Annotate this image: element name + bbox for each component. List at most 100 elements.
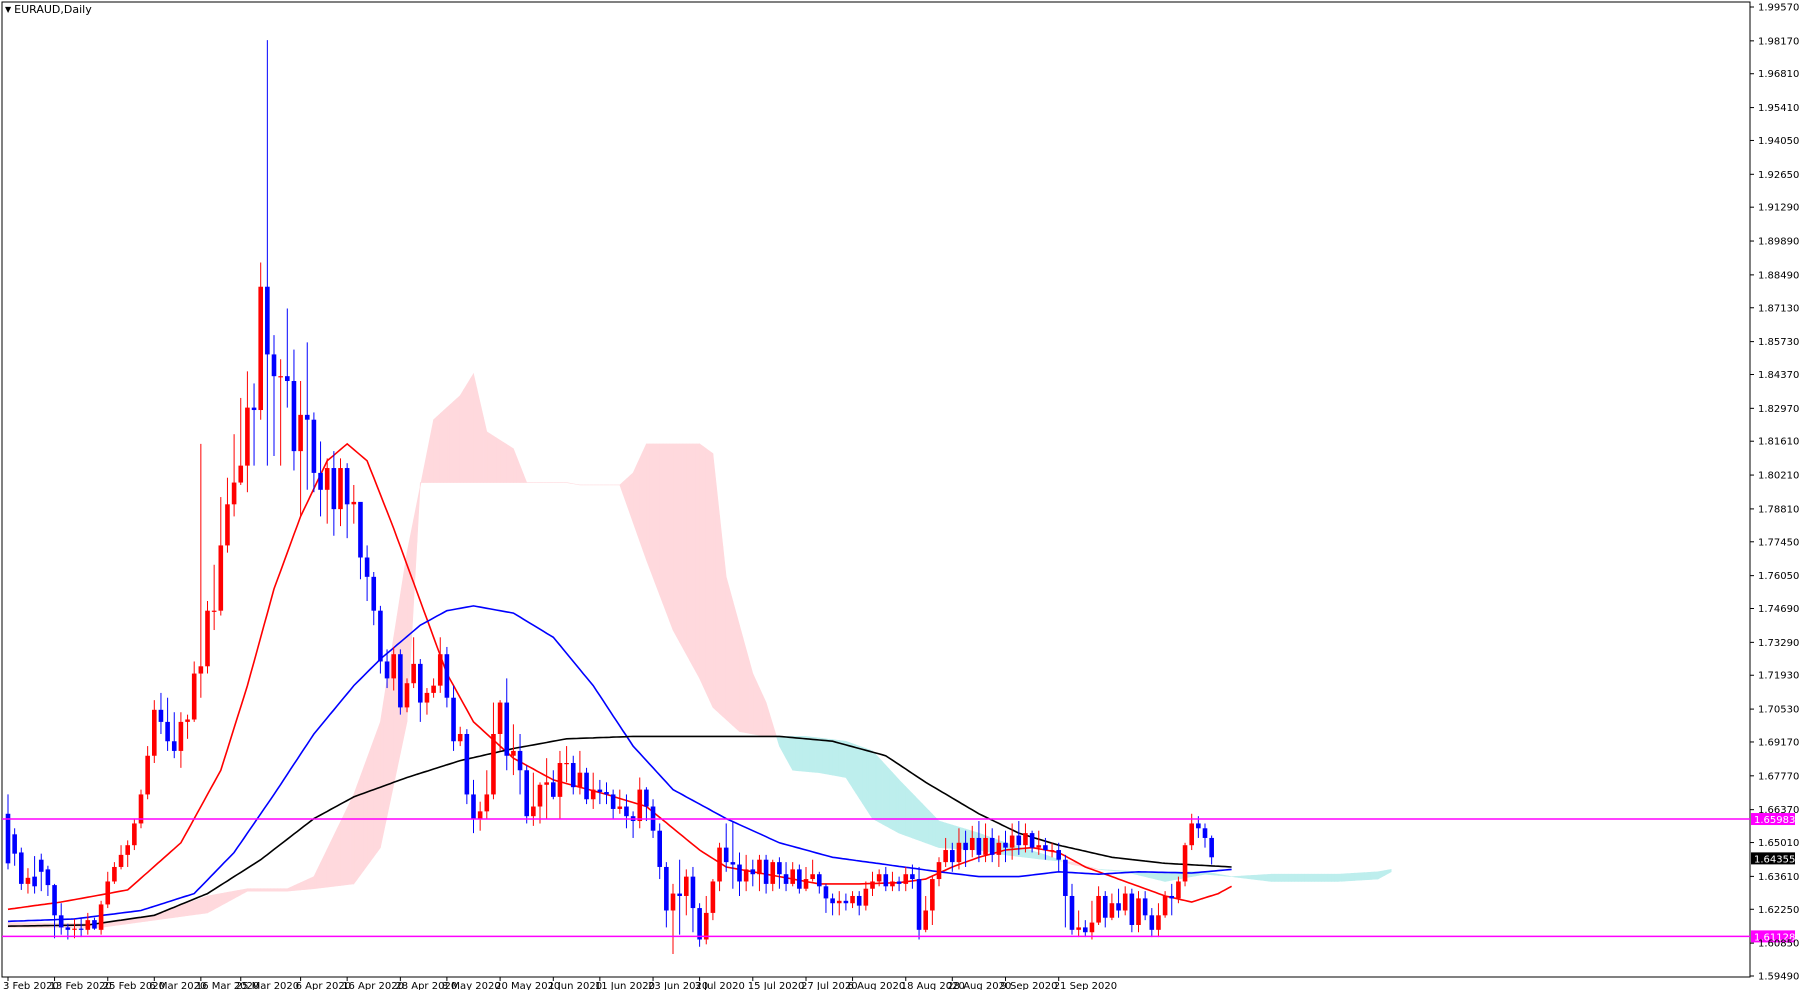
chart-title[interactable]: ▼ EURAUD,Daily (5, 3, 92, 16)
cloud-segment (1272, 874, 1275, 881)
cloud-segment (853, 744, 856, 793)
cloud-segment (301, 881, 304, 890)
candle-body (664, 867, 669, 911)
cloud-segment (646, 444, 649, 569)
cloud-segment (912, 794, 915, 840)
cloud-segment (673, 444, 676, 636)
time-tick-label: 3 Jul 2020 (695, 981, 745, 990)
candle-body (1116, 903, 1121, 910)
cloud-segment (444, 408, 447, 483)
price-tick-label: 1.70530 (1758, 705, 1799, 716)
cloud-segment (168, 909, 171, 918)
cloud-segment (394, 616, 397, 785)
cloud-segment (793, 736, 796, 770)
candle-body (1050, 850, 1055, 851)
cloud-segment (1308, 874, 1311, 881)
cloud-segment (863, 747, 866, 808)
candle-body (425, 693, 430, 703)
cloud-segment (1212, 873, 1215, 875)
candle-body (172, 741, 177, 751)
cloud-segment (434, 417, 437, 483)
cloud-segment (656, 444, 659, 595)
cloud-segment (1295, 874, 1298, 881)
cloud-segment (873, 751, 876, 821)
time-tick-label: 6 Aug 2020 (848, 981, 906, 990)
candle-body (498, 703, 503, 734)
candle-body (1070, 896, 1075, 930)
candle-body (611, 794, 616, 809)
candle-body (1209, 838, 1214, 857)
candle-body (764, 860, 769, 884)
candle-body (12, 834, 17, 853)
cloud-segment (653, 444, 656, 586)
candle-body (1176, 881, 1181, 898)
candle-body (345, 468, 350, 504)
cloud-segment (819, 738, 822, 773)
candle-body (99, 904, 104, 929)
candle-body (637, 790, 642, 821)
candle-body (890, 881, 895, 886)
candle-body (152, 710, 157, 756)
candle-body (744, 869, 749, 881)
candle-body (318, 473, 323, 490)
candle-body (1130, 894, 1135, 925)
candle-body (405, 683, 410, 707)
price-tick-label: 1.91290 (1758, 203, 1799, 214)
cloud-segment (879, 758, 882, 824)
candle-body (19, 852, 24, 883)
cloud-segment (700, 444, 703, 686)
cloud-segment (1112, 870, 1115, 871)
candle-body (199, 666, 204, 673)
cloud-segment (1351, 873, 1354, 880)
cloud-segment (710, 451, 713, 707)
price-tick-label: 1.59490 (1758, 972, 1799, 983)
cloud-segment (261, 889, 264, 891)
cloud-segment (231, 891, 234, 900)
candle-body (119, 855, 124, 867)
cloud-segment (670, 444, 673, 630)
cloud-segment (254, 889, 257, 891)
cloud-segment (1368, 872, 1371, 879)
candle-body (917, 879, 922, 930)
cloud-segment (507, 444, 510, 482)
cloud-segment (350, 794, 353, 884)
price-tick-label: 1.63610 (1758, 872, 1799, 883)
candle-body (238, 466, 243, 483)
cloud-segment (264, 889, 267, 891)
cloud-segment (882, 762, 885, 826)
cloud-segment (899, 780, 902, 834)
cloud-segment (1215, 874, 1218, 876)
cloud-segment (324, 849, 327, 887)
price-tick-label: 1.82970 (1758, 404, 1799, 415)
candle-body (245, 408, 250, 466)
candle-body (618, 807, 623, 809)
candle-body (86, 920, 91, 930)
candle-body (884, 874, 889, 886)
cloud-segment (630, 473, 633, 523)
candle-body (684, 877, 689, 896)
candle-body (1056, 850, 1061, 860)
cloud-segment (1325, 874, 1328, 881)
cloud-segment (178, 906, 181, 917)
cloud-segment (1115, 870, 1118, 871)
cloud-segment (490, 434, 493, 483)
candle-body (165, 722, 170, 741)
price-tick-label: 1.66370 (1758, 805, 1799, 816)
cloud-segment (1298, 874, 1301, 881)
candle-body (66, 927, 71, 929)
candle-body (864, 889, 869, 906)
price-tick-label: 1.81610 (1758, 437, 1799, 448)
candle-body (751, 869, 756, 874)
cloud-segment (1162, 872, 1165, 882)
candle-body (937, 862, 942, 879)
cloud-segment (859, 746, 862, 803)
triangle-down-icon[interactable]: ▼ (5, 5, 11, 14)
candle-body (877, 874, 882, 881)
cloud-segment (1338, 874, 1341, 881)
candle-body (757, 860, 762, 875)
cloud-segment (1245, 876, 1248, 879)
cloud-segment (856, 745, 859, 798)
